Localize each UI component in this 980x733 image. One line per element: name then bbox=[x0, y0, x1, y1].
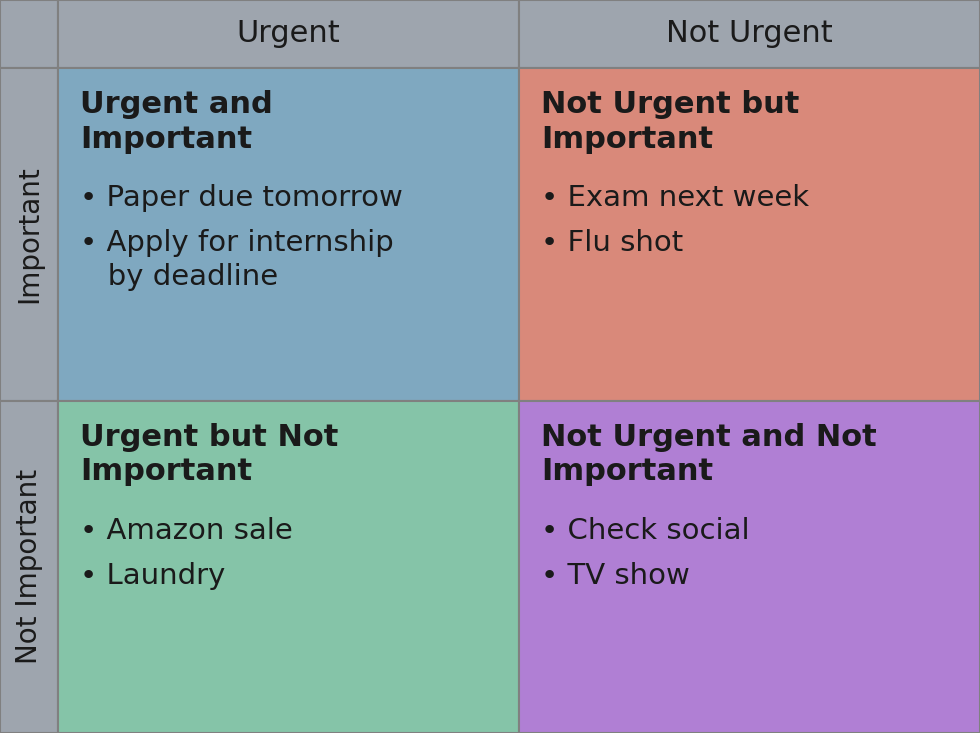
Bar bbox=[519, 68, 980, 400]
Text: Important: Important bbox=[15, 166, 43, 303]
Text: • Paper due tomorrow: • Paper due tomorrow bbox=[80, 185, 403, 213]
Bar bbox=[58, 400, 519, 733]
Bar bbox=[0, 68, 58, 400]
Text: Not Urgent and Not
Important: Not Urgent and Not Important bbox=[541, 422, 877, 486]
Text: Not Important: Not Important bbox=[15, 469, 43, 664]
Text: Not Urgent: Not Urgent bbox=[666, 20, 833, 48]
Text: Urgent: Urgent bbox=[236, 20, 340, 48]
Text: • Check social: • Check social bbox=[541, 517, 750, 545]
Bar bbox=[58, 0, 519, 68]
Text: • TV show: • TV show bbox=[541, 561, 690, 590]
Text: Urgent and
Important: Urgent and Important bbox=[80, 90, 272, 154]
Bar bbox=[519, 0, 980, 68]
Text: • Apply for internship
   by deadline: • Apply for internship by deadline bbox=[80, 229, 394, 291]
Text: • Flu shot: • Flu shot bbox=[541, 229, 683, 257]
Text: • Laundry: • Laundry bbox=[80, 561, 225, 590]
Text: Not Urgent but
Important: Not Urgent but Important bbox=[541, 90, 800, 154]
Bar bbox=[58, 68, 519, 400]
Bar bbox=[0, 0, 58, 68]
Text: Urgent but Not
Important: Urgent but Not Important bbox=[80, 422, 338, 486]
Bar bbox=[0, 400, 58, 733]
Text: • Exam next week: • Exam next week bbox=[541, 185, 809, 213]
Text: • Amazon sale: • Amazon sale bbox=[80, 517, 293, 545]
Bar bbox=[519, 400, 980, 733]
